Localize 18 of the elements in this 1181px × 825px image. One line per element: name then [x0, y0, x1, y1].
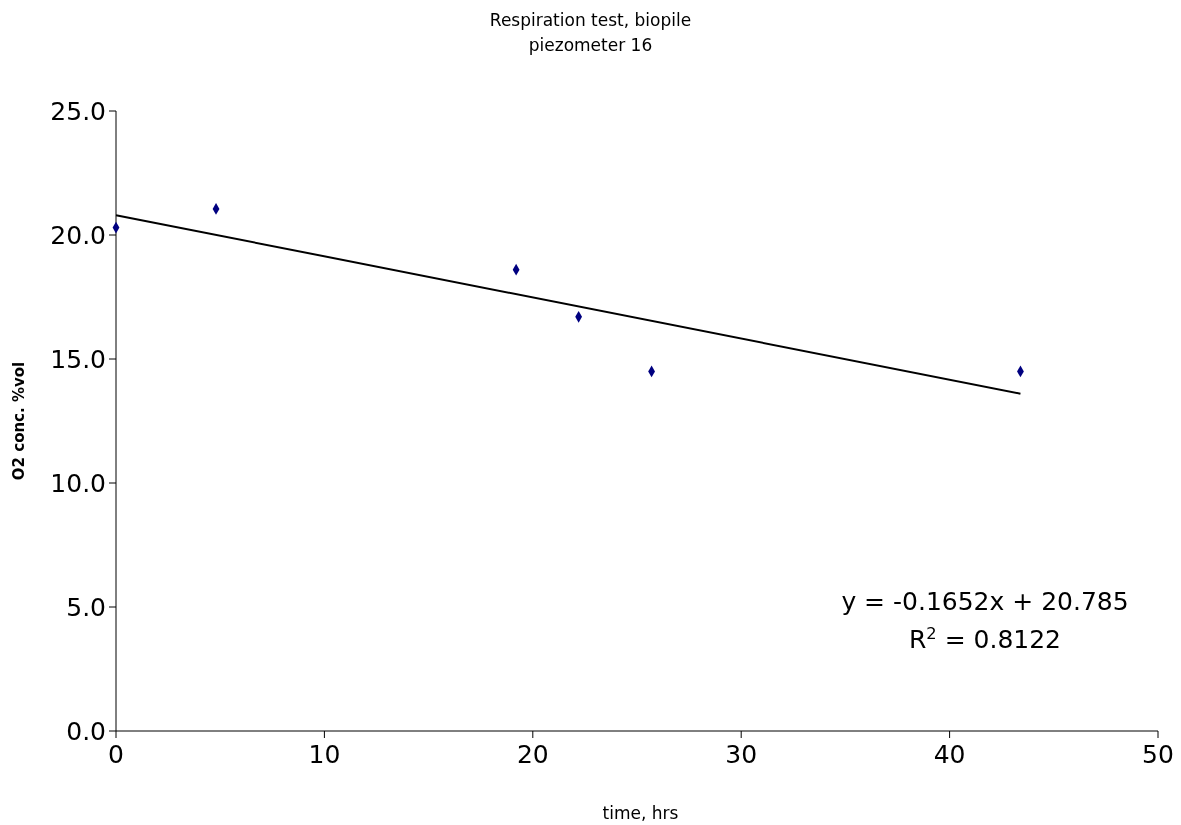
y-tick-label: 25.0 [50, 96, 106, 126]
y-tick-label: 10.0 [50, 468, 106, 498]
x-tick-label: 20 [516, 740, 549, 769]
y-tick-label: 0.0 [66, 716, 106, 746]
x-tick-label: 50 [1142, 740, 1174, 769]
y-axis-title: O2 conc. %vol [10, 361, 28, 481]
y-tick-label: 20.0 [50, 220, 106, 250]
y-tick-label: 15.0 [50, 344, 106, 374]
x-axis-title: time, hrs [602, 803, 679, 823]
x-tick-label: 40 [933, 740, 966, 769]
x-tick-label: 10 [308, 740, 341, 769]
annotation: R$^{2}$ = 0.8122 [908, 623, 1062, 654]
chart-subtitle: piezometer 16 [528, 35, 653, 55]
annotation: y = -0.1652x + 20.785 [841, 587, 1129, 616]
x-tick-label: 30 [725, 740, 758, 769]
chart-title: Respiration test, biopile [489, 10, 692, 30]
y-tick-label: 5.0 [66, 592, 106, 622]
x-tick-label: 0 [108, 740, 124, 769]
